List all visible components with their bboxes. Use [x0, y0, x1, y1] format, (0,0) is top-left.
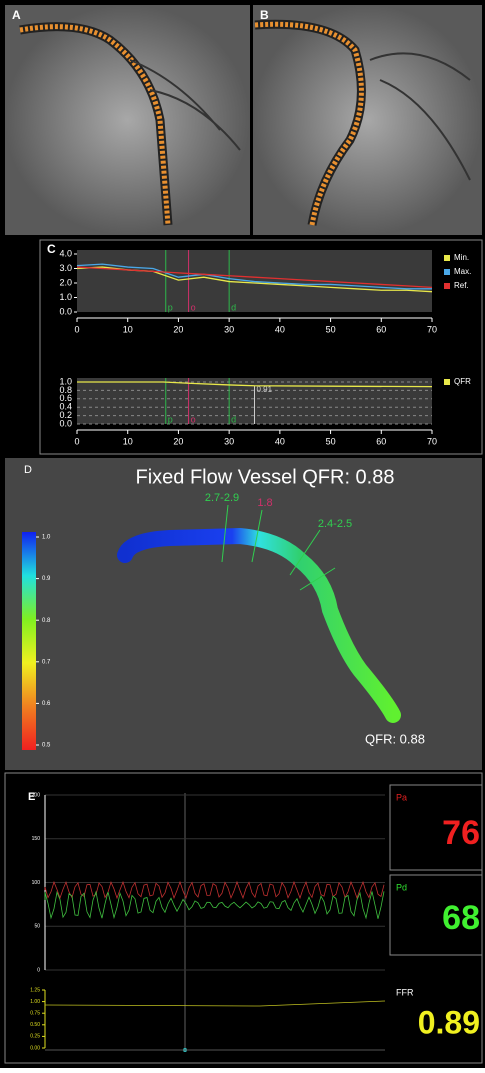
y-tick-label: 0.50	[30, 1022, 40, 1028]
y-tick-label: 0.75	[30, 1011, 40, 1017]
pa-box	[389, 784, 483, 871]
colorbar-label: 1.0	[42, 535, 51, 541]
y-tick-label: 0.00	[30, 1045, 40, 1051]
y-tick-label: 0.0	[59, 418, 72, 428]
marker-label: d	[231, 414, 236, 424]
y-tick-label: 100	[32, 880, 41, 886]
colorbar	[22, 532, 36, 750]
panel-d	[5, 458, 482, 770]
legend-swatch	[444, 379, 450, 385]
angiogram-a	[5, 5, 250, 235]
y-tick-label: 1.0	[59, 376, 72, 386]
legend-label: QFR	[454, 377, 471, 386]
colorbar-label: 0.9	[42, 576, 51, 582]
pd-box	[389, 874, 483, 956]
marker-label: d	[231, 302, 236, 312]
pressure-wave	[44, 880, 385, 900]
marker-label: p	[168, 414, 173, 424]
y-tick-label: 0.25	[30, 1034, 40, 1040]
y-tick-label: 1.25	[30, 987, 40, 993]
ffr-trace	[44, 1000, 386, 1007]
branch	[129, 59, 241, 151]
y-tick-label: 2.0	[59, 277, 72, 287]
y-tick-label: 1.0	[59, 292, 72, 302]
x-tick-label: 20	[173, 324, 183, 334]
y-tick-label: 150	[32, 836, 41, 842]
branch	[369, 52, 471, 181]
y-tick-label: 200	[32, 792, 41, 798]
x-tick-label: 30	[224, 324, 234, 334]
x-tick-label: 50	[326, 324, 336, 334]
panel-label: B	[260, 8, 269, 22]
x-tick-label: 0	[74, 324, 79, 334]
x-tick-label: 10	[123, 324, 133, 334]
y-tick-label: 0.8	[59, 385, 72, 395]
series-line	[76, 263, 432, 290]
pressure-wave	[44, 890, 385, 920]
x-tick-label: 40	[275, 436, 285, 446]
legend-swatch	[444, 283, 450, 289]
legend-label: Max.	[454, 267, 471, 276]
x-tick-label: 70	[427, 436, 437, 446]
y-tick-label: 0.0	[59, 306, 72, 316]
x-tick-label: 60	[376, 436, 386, 446]
y-tick-label: 50	[34, 924, 40, 930]
ffr-value: 0.89	[418, 1004, 480, 1040]
series-line	[76, 266, 433, 288]
y-tick-label: 0.2	[59, 410, 72, 420]
x-tick-label: 10	[123, 436, 133, 446]
legend-swatch	[444, 269, 450, 275]
colorbar-label: 0.6	[42, 701, 51, 707]
marker-label: p	[168, 302, 173, 312]
pa-name: Pa	[396, 792, 407, 802]
marker-label: o	[191, 414, 196, 424]
annotation: 1.8	[257, 497, 272, 509]
y-tick-label: 4.0	[59, 248, 72, 258]
vessel-3d	[117, 527, 401, 723]
x-tick-label: 30	[224, 436, 234, 446]
pd-value: 68	[442, 899, 480, 937]
angiogram-b	[253, 5, 482, 235]
legend-swatch	[444, 255, 450, 261]
panel-label: E	[28, 791, 35, 803]
vessel-contour	[254, 21, 364, 226]
legend-label: Ref.	[454, 281, 469, 290]
pa-value: 76	[442, 814, 480, 852]
annotation-line	[221, 504, 336, 591]
x-tick-label: 60	[376, 324, 386, 334]
marker-label: o	[191, 302, 196, 312]
x-tick-label: 40	[275, 324, 285, 334]
colorbar-label: 0.5	[42, 743, 51, 749]
annotation: 0.91	[257, 385, 273, 394]
y-tick-label: 3.0	[59, 263, 72, 273]
x-tick-label: 70	[427, 324, 437, 334]
panel-label: A	[12, 8, 21, 22]
x-tick-label: 20	[173, 436, 183, 446]
x-tick-label: 50	[326, 436, 336, 446]
series-line	[77, 381, 433, 388]
pd-name: Pd	[396, 882, 407, 892]
vessel-contour	[19, 24, 171, 226]
y-tick-label: 0.6	[59, 393, 72, 403]
y-tick-label: 1.00	[30, 999, 40, 1005]
qfr-label: QFR: 0.88	[365, 731, 425, 746]
ffr-name: FFR	[396, 987, 414, 997]
panel-title: Fixed Flow Vessel QFR: 0.88	[136, 466, 395, 488]
y-tick-label: 0.4	[59, 402, 72, 412]
legend-label: Min.	[454, 253, 469, 262]
x-tick-label: 0	[74, 436, 79, 446]
colorbar-label: 0.8	[42, 618, 51, 624]
annotation: 2.4-2.5	[318, 518, 352, 530]
colorbar-label: 0.7	[42, 659, 51, 665]
annotation: 2.7-2.9	[205, 492, 239, 504]
y-tick-label: 0	[37, 967, 40, 973]
panel-label: C	[47, 242, 56, 256]
panel-label: D	[24, 464, 32, 476]
